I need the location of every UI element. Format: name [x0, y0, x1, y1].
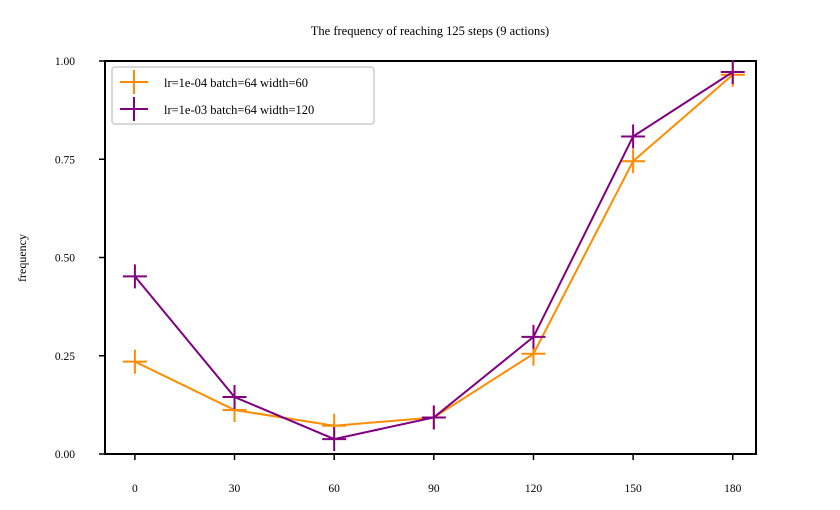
- data-point: [122, 349, 147, 374]
- series-line-1: [134, 73, 734, 427]
- x-tick-label: 120: [525, 483, 543, 495]
- data-point: [720, 60, 745, 85]
- data-point: [421, 405, 446, 430]
- data-point: [322, 427, 347, 452]
- data-point: [521, 324, 546, 349]
- x-tick-label: 180: [724, 483, 742, 495]
- data-point: [122, 264, 147, 289]
- series-line-2: [134, 71, 734, 441]
- y-tick-label: 1.00: [55, 56, 75, 68]
- legend-label: lr=1e-03 batch=64 width=120: [164, 103, 314, 117]
- data-point: [621, 149, 646, 174]
- x-tick-label: 30: [229, 483, 241, 495]
- legend-entry: lr=1e-04 batch=64 width=60: [120, 70, 308, 94]
- legend-box: [111, 66, 375, 125]
- y-tick-label: 0.50: [55, 253, 75, 265]
- data-point: [222, 385, 247, 410]
- x-tick-label: 60: [328, 483, 340, 495]
- legend: lr=1e-04 batch=64 width=60 lr=1e-03 batch…: [111, 66, 375, 125]
- x-tick-label: 90: [428, 483, 440, 495]
- chart-title: The frequency of reaching 125 steps (9 a…: [311, 24, 549, 38]
- plot-area: 0 30 60 90 120 150 180 0.00 0.25 0.50 0.75 1.00: [55, 56, 757, 495]
- x-tick-label: 150: [624, 483, 642, 495]
- legend-entry: lr=1e-03 batch=64 width=120: [120, 97, 314, 121]
- legend-label: lr=1e-04 batch=64 width=60: [164, 76, 308, 90]
- y-tick-label: 0.00: [55, 449, 75, 461]
- y-axis-label: frequency: [15, 234, 29, 282]
- y-tick-label: 0.25: [55, 351, 75, 363]
- data-point: [621, 124, 646, 149]
- y-tick-label: 0.75: [55, 154, 75, 166]
- x-tick-label: 0: [132, 483, 138, 495]
